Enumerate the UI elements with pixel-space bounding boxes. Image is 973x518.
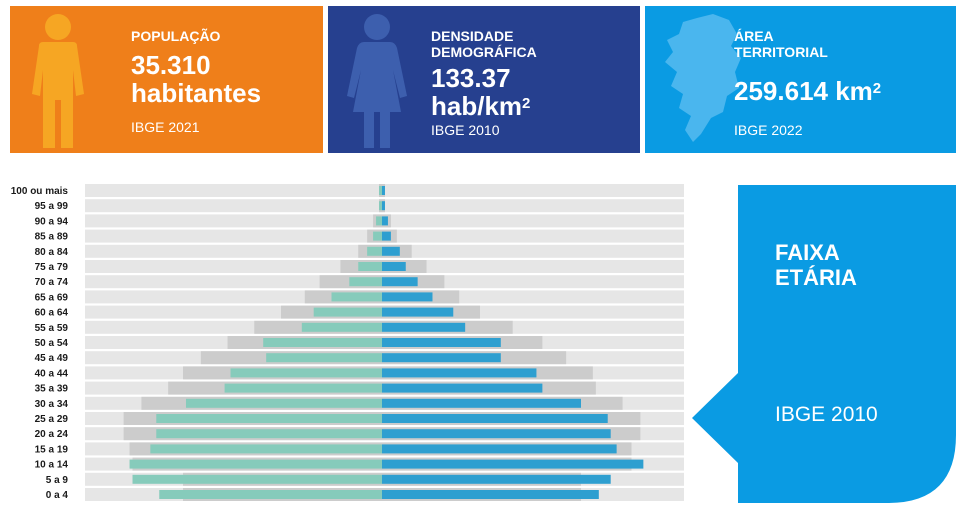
population-card: POPULAÇÃO 35.310 habitantes IBGE 2021 bbox=[10, 6, 323, 153]
age-range-label: 70 a 74 bbox=[35, 277, 69, 288]
bar-right bbox=[382, 444, 617, 454]
age-range-label: 80 a 84 bbox=[35, 247, 69, 258]
bar-right bbox=[382, 459, 644, 469]
age-range-label: 15 a 19 bbox=[35, 444, 69, 455]
bar-left bbox=[373, 231, 382, 241]
age-range-label: 50 a 54 bbox=[35, 338, 69, 349]
bar-right bbox=[382, 231, 391, 241]
age-range-label: 30 a 34 bbox=[35, 399, 69, 410]
area-value: 259.614 km2 bbox=[734, 76, 882, 106]
density-source: IBGE 2010 bbox=[431, 122, 500, 138]
panel-source: IBGE 2010 bbox=[775, 403, 878, 426]
bar-left bbox=[156, 414, 382, 423]
bar-left bbox=[367, 246, 382, 256]
bar-right bbox=[382, 292, 433, 302]
bar-left bbox=[185, 398, 382, 408]
area-source: IBGE 2022 bbox=[734, 122, 803, 138]
bar-left bbox=[266, 353, 382, 363]
bar-left bbox=[379, 201, 382, 211]
bar-right bbox=[382, 307, 454, 317]
bar-right bbox=[382, 353, 501, 363]
bar-left bbox=[376, 216, 382, 226]
area-card: ÁREA TERRITORIAL 259.614 km2 IBGE 2022 bbox=[645, 6, 956, 153]
age-range-label: 85 a 89 bbox=[35, 232, 69, 243]
age-range-label: 90 a 94 bbox=[35, 216, 69, 227]
age-range-label: 45 a 49 bbox=[35, 353, 69, 364]
woman-icon bbox=[345, 12, 409, 153]
bar-left bbox=[358, 262, 382, 271]
age-range-label: 60 a 64 bbox=[35, 308, 69, 319]
age-range-label: 55 a 59 bbox=[35, 323, 69, 334]
population-value: 35.310 habitantes bbox=[131, 50, 262, 108]
bar-right bbox=[382, 277, 418, 287]
bar-left bbox=[159, 490, 382, 499]
bar-left bbox=[301, 322, 382, 332]
age-range-label: 65 a 69 bbox=[35, 292, 69, 303]
population-source: IBGE 2021 bbox=[131, 119, 200, 135]
age-range-label: 100 ou mais bbox=[11, 186, 69, 197]
bar-right bbox=[382, 186, 385, 195]
bar-left bbox=[129, 459, 382, 469]
bar-right bbox=[382, 216, 388, 226]
bar-left bbox=[156, 429, 382, 439]
bar-right bbox=[382, 383, 543, 393]
bar-left bbox=[263, 338, 382, 347]
age-range-label: 25 a 29 bbox=[35, 414, 69, 425]
bar-right bbox=[382, 201, 385, 211]
bar-right bbox=[382, 474, 611, 484]
age-pyramid-chart: 100 ou mais 95 a 99 90 a 94 85 a 89 80 a 84 7… bbox=[11, 184, 684, 501]
age-range-label: 40 a 44 bbox=[35, 368, 69, 379]
population-label: POPULAÇÃO bbox=[131, 28, 221, 44]
panel-arrow-shape bbox=[692, 185, 956, 503]
age-range-label: 0 a 4 bbox=[46, 490, 69, 501]
person-icon bbox=[28, 12, 88, 153]
age-range-label: 95 a 99 bbox=[35, 201, 69, 212]
bar-left bbox=[331, 292, 382, 302]
territory-map-icon bbox=[657, 10, 747, 150]
age-range-label: 35 a 39 bbox=[35, 384, 69, 395]
bar-left bbox=[132, 474, 382, 484]
panel-title: FAIXA ETÁRIA bbox=[775, 240, 857, 290]
age-range-label: 5 a 9 bbox=[46, 475, 69, 486]
bar-right bbox=[382, 338, 501, 347]
density-label: DENSIDADE DEMOGRÁFICA bbox=[431, 28, 537, 60]
bar-right bbox=[382, 429, 611, 439]
bar-right bbox=[382, 414, 608, 423]
bar-left bbox=[150, 444, 382, 454]
density-value: 133.37 hab/km2 bbox=[431, 63, 531, 121]
bar-right bbox=[382, 490, 599, 499]
age-range-label: 20 a 24 bbox=[35, 429, 69, 440]
bar-left bbox=[313, 307, 382, 317]
age-range-label: 10 a 14 bbox=[35, 460, 69, 471]
bar-left bbox=[230, 368, 382, 378]
age-range-panel: FAIXA ETÁRIA IBGE 2010 bbox=[692, 185, 956, 503]
bar-right bbox=[382, 246, 400, 256]
density-card: DENSIDADE DEMOGRÁFICA 133.37 hab/km2 IBG… bbox=[328, 6, 640, 153]
area-label: ÁREA TERRITORIAL bbox=[734, 28, 828, 60]
bar-right bbox=[382, 262, 406, 271]
bar-left bbox=[224, 383, 382, 393]
bar-right bbox=[382, 398, 581, 408]
bar-left bbox=[379, 186, 382, 195]
bar-left bbox=[349, 277, 382, 287]
age-range-label: 75 a 79 bbox=[35, 262, 69, 273]
bar-right bbox=[382, 368, 537, 378]
bar-right bbox=[382, 322, 466, 332]
